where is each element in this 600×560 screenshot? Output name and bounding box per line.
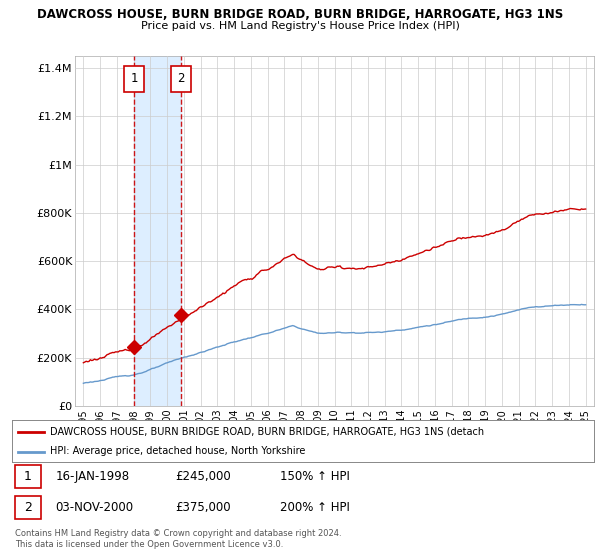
Text: DAWCROSS HOUSE, BURN BRIDGE ROAD, BURN BRIDGE, HARROGATE, HG3 1NS (detach: DAWCROSS HOUSE, BURN BRIDGE ROAD, BURN B… <box>50 427 484 437</box>
Text: DAWCROSS HOUSE, BURN BRIDGE ROAD, BURN BRIDGE, HARROGATE, HG3 1NS: DAWCROSS HOUSE, BURN BRIDGE ROAD, BURN B… <box>37 8 563 21</box>
FancyBboxPatch shape <box>15 496 41 519</box>
Text: 150% ↑ HPI: 150% ↑ HPI <box>280 470 350 483</box>
Text: £245,000: £245,000 <box>175 470 231 483</box>
Text: 03-NOV-2000: 03-NOV-2000 <box>56 501 134 515</box>
FancyBboxPatch shape <box>171 66 191 92</box>
Text: 2: 2 <box>178 72 185 85</box>
Text: Contains HM Land Registry data © Crown copyright and database right 2024.
This d: Contains HM Land Registry data © Crown c… <box>15 529 341 549</box>
Text: Price paid vs. HM Land Registry's House Price Index (HPI): Price paid vs. HM Land Registry's House … <box>140 21 460 31</box>
Text: 200% ↑ HPI: 200% ↑ HPI <box>280 501 350 515</box>
Text: 1: 1 <box>24 470 32 483</box>
Text: £375,000: £375,000 <box>175 501 230 515</box>
Text: HPI: Average price, detached house, North Yorkshire: HPI: Average price, detached house, Nort… <box>50 446 305 456</box>
Text: 2: 2 <box>24 501 32 515</box>
Text: 1: 1 <box>131 72 138 85</box>
FancyBboxPatch shape <box>15 465 41 488</box>
FancyBboxPatch shape <box>124 66 144 92</box>
Bar <box>134 56 181 406</box>
Text: 16-JAN-1998: 16-JAN-1998 <box>56 470 130 483</box>
